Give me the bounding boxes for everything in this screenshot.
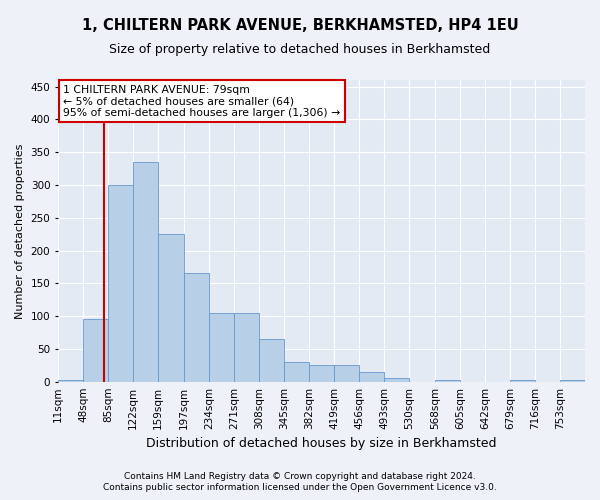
Text: Size of property relative to detached houses in Berkhamsted: Size of property relative to detached ho… bbox=[109, 42, 491, 56]
Bar bbox=[209, 313, 234, 382]
Text: Contains public sector information licensed under the Open Government Licence v3: Contains public sector information licen… bbox=[103, 484, 497, 492]
Bar bbox=[259, 339, 284, 382]
Text: 1 CHILTERN PARK AVENUE: 79sqm
← 5% of detached houses are smaller (64)
95% of se: 1 CHILTERN PARK AVENUE: 79sqm ← 5% of de… bbox=[63, 84, 340, 117]
Bar bbox=[184, 274, 209, 382]
Y-axis label: Number of detached properties: Number of detached properties bbox=[15, 143, 25, 318]
Bar bbox=[510, 380, 535, 382]
Text: 1, CHILTERN PARK AVENUE, BERKHAMSTED, HP4 1EU: 1, CHILTERN PARK AVENUE, BERKHAMSTED, HP… bbox=[82, 18, 518, 32]
Bar bbox=[234, 313, 259, 382]
Bar bbox=[435, 380, 460, 382]
Text: Contains HM Land Registry data © Crown copyright and database right 2024.: Contains HM Land Registry data © Crown c… bbox=[124, 472, 476, 481]
Bar bbox=[108, 185, 133, 382]
Bar bbox=[384, 378, 409, 382]
Bar bbox=[334, 366, 359, 382]
Bar bbox=[309, 366, 334, 382]
Bar bbox=[284, 362, 309, 382]
Bar bbox=[560, 380, 585, 382]
Bar bbox=[158, 234, 184, 382]
Bar bbox=[133, 162, 158, 382]
Bar bbox=[58, 380, 83, 382]
Bar bbox=[359, 372, 384, 382]
Bar bbox=[83, 320, 108, 382]
X-axis label: Distribution of detached houses by size in Berkhamsted: Distribution of detached houses by size … bbox=[146, 437, 497, 450]
